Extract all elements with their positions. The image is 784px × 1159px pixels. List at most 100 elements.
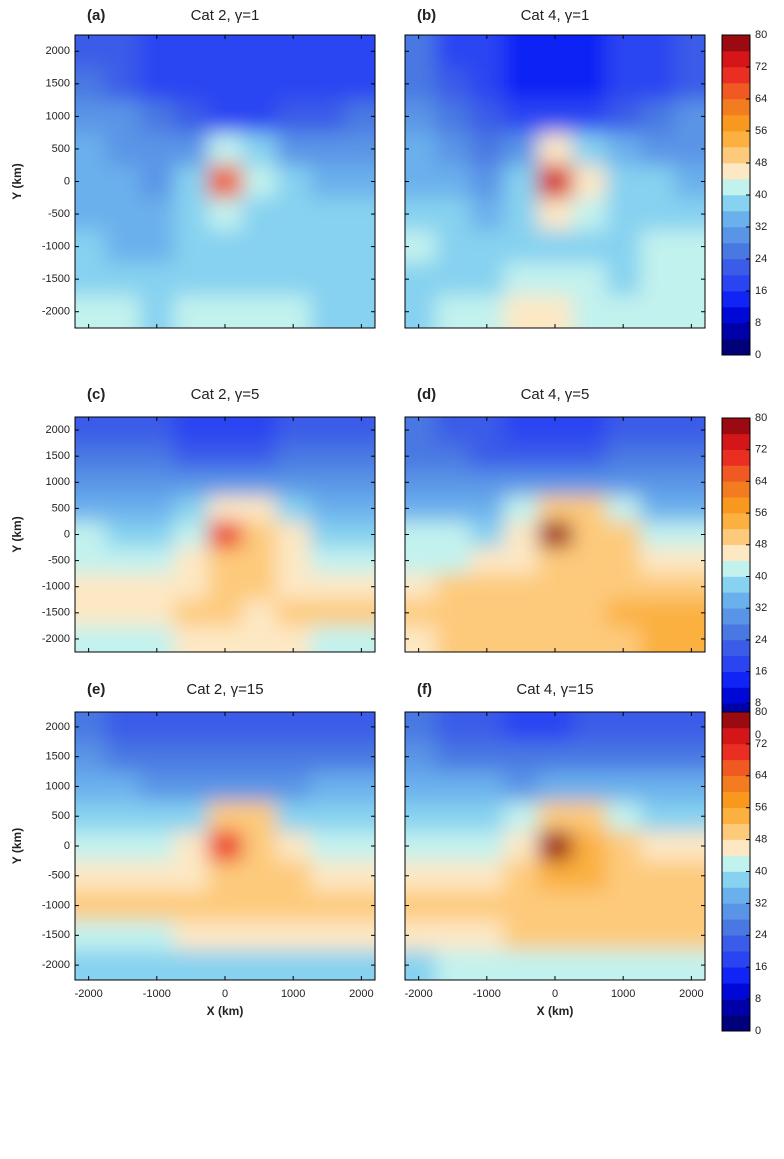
colorbar-tick-label: 16 [755,666,767,678]
colorbar-swatch [722,855,750,872]
cell [207,417,243,444]
cell [674,950,705,980]
cell [503,801,539,832]
colorbar-tick-label: 40 [755,570,767,582]
cell [435,197,471,231]
cell [503,547,539,575]
cell [537,417,573,444]
cell [242,712,277,743]
cell [105,262,141,296]
cell [139,831,175,862]
cell [572,599,607,627]
cell [537,920,573,951]
cell [405,443,437,470]
cell [276,831,311,862]
cell [276,132,311,166]
cell [207,262,243,296]
cell [105,831,141,862]
colorbar-tick-label: 16 [755,285,767,297]
cell [276,443,311,470]
cell [173,295,209,328]
field [405,712,705,980]
cell [405,599,437,627]
cell [344,67,375,101]
cell [242,771,277,802]
cell [606,521,641,549]
cell [537,547,573,575]
cell [105,67,141,101]
cell [139,771,175,802]
cell [139,599,175,627]
cell [139,67,175,101]
field-cells [75,35,375,328]
x-tick-label: -2000 [75,988,103,1000]
cell [242,625,277,652]
cell [139,443,175,470]
field [75,417,375,652]
cell [503,197,539,231]
cell [469,741,505,773]
colorbar-swatch [722,712,750,729]
cell [105,890,141,921]
cell [503,295,539,328]
cell [344,495,375,522]
cell [503,521,539,549]
x-tick-label: 2000 [679,988,703,1000]
cell [674,417,705,444]
cell [105,132,141,166]
field-cells [405,35,705,328]
y-tick-label: -1000 [42,899,70,911]
cell [75,165,107,199]
cell [139,521,175,549]
cell [572,295,607,328]
y-tick-label: 1500 [46,751,70,763]
field-cells [405,417,705,652]
cell [276,890,311,921]
cell [469,712,505,743]
cell [469,890,505,921]
cell [173,67,209,101]
cell [173,495,209,522]
colorbar-swatch [722,67,750,84]
cell [139,890,175,921]
cell [139,469,175,496]
colorbar-swatch [722,743,750,761]
cell [503,495,539,522]
x-axis-label: X (km) [537,1004,574,1018]
cell [405,295,437,328]
cell [173,100,209,134]
cell [344,573,375,601]
colorbar-tick-label: 56 [755,507,767,519]
cell [75,573,107,601]
colorbar-tick-label: 64 [755,475,767,487]
cell [537,573,573,601]
cell [640,860,675,892]
cell [640,262,675,296]
cell [469,521,505,549]
cell [572,197,607,231]
cell [75,230,107,264]
cell [435,100,471,134]
colorbar-swatch [722,935,750,952]
cell [310,573,345,601]
cell [606,860,641,892]
cell [139,741,175,773]
cell [242,67,277,101]
colorbar-swatch [722,639,750,657]
cell [105,625,141,652]
cell [537,67,573,101]
cell [606,573,641,601]
cell [310,100,345,134]
cell [572,417,607,444]
cell [606,547,641,575]
cell [503,35,539,69]
cell [640,625,675,652]
colorbar-swatch [722,999,750,1016]
cell [173,599,209,627]
y-tick-label: -1500 [42,607,70,619]
cell [572,469,607,496]
cell [435,495,471,522]
cell [207,625,243,652]
cell [435,599,471,627]
cell [242,860,277,892]
